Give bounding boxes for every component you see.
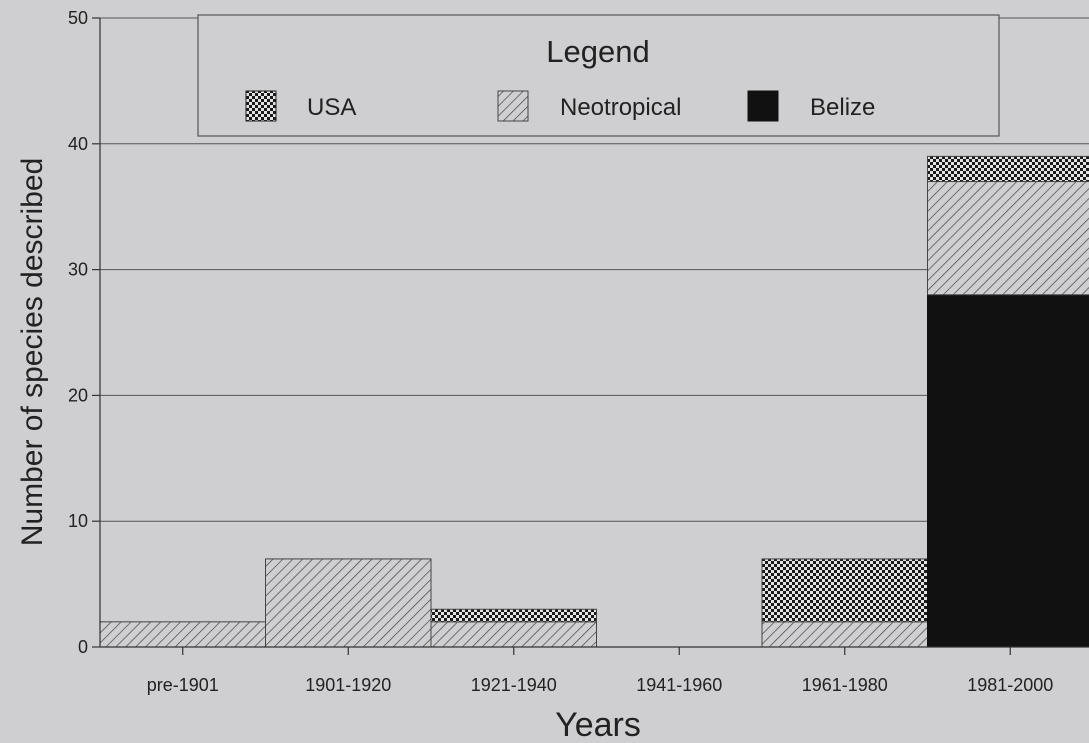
bar-belize-1981-2000 [927,294,1089,648]
legend-title: Legend [546,34,649,69]
bar-neotropical-1901-1920 [265,558,432,648]
y-tick-label: 50 [68,8,88,28]
legend: Legend USA Neotropical Belize [197,14,1000,137]
x-tick-label: 1921-1940 [471,675,557,695]
bar-neotropical-1921-1940 [430,621,597,648]
legend-label-usa: USA [307,94,356,121]
y-tick-label: 0 [78,637,88,657]
legend-swatch-belize [747,90,779,122]
y-tick-label: 40 [68,134,88,154]
x-tick-label: 1961-1980 [802,675,888,695]
y-tick-label: 10 [68,511,88,531]
bar-neotropical-1961-1980 [761,621,928,648]
x-tick-label: pre-1901 [147,675,219,695]
bar-usa-1981-2000 [927,155,1089,183]
bar-neotropical-1981-2000 [927,181,1089,296]
legend-label-neotropical: Neotropical [560,94,681,121]
x-tick-label: 1901-1920 [305,675,391,695]
axes [92,17,1089,655]
bar-neotropical-pre-1901 [99,621,266,648]
x-tick-labels: pre-1901 1901-1920 1921-1940 1941-1960 1961-… [147,675,1054,695]
y-tick-labels: 0 10 20 30 40 50 [68,8,88,657]
y-axis-title: Number of species described [16,158,49,547]
legend-label-belize: Belize [810,94,875,121]
bars [99,155,1089,648]
x-axis-title: Years [555,706,641,743]
bar-usa-1961-1980 [761,558,928,623]
legend-box [197,14,1000,137]
y-tick-label: 30 [68,260,88,280]
x-tick-label: 1941-1960 [636,675,722,695]
x-tick-label: 1981-2000 [967,675,1053,695]
y-tick-label: 20 [68,385,88,405]
bar-usa-1921-1940 [430,608,597,623]
legend-swatch-neotropical [497,90,529,122]
legend-swatch-usa [245,90,277,122]
